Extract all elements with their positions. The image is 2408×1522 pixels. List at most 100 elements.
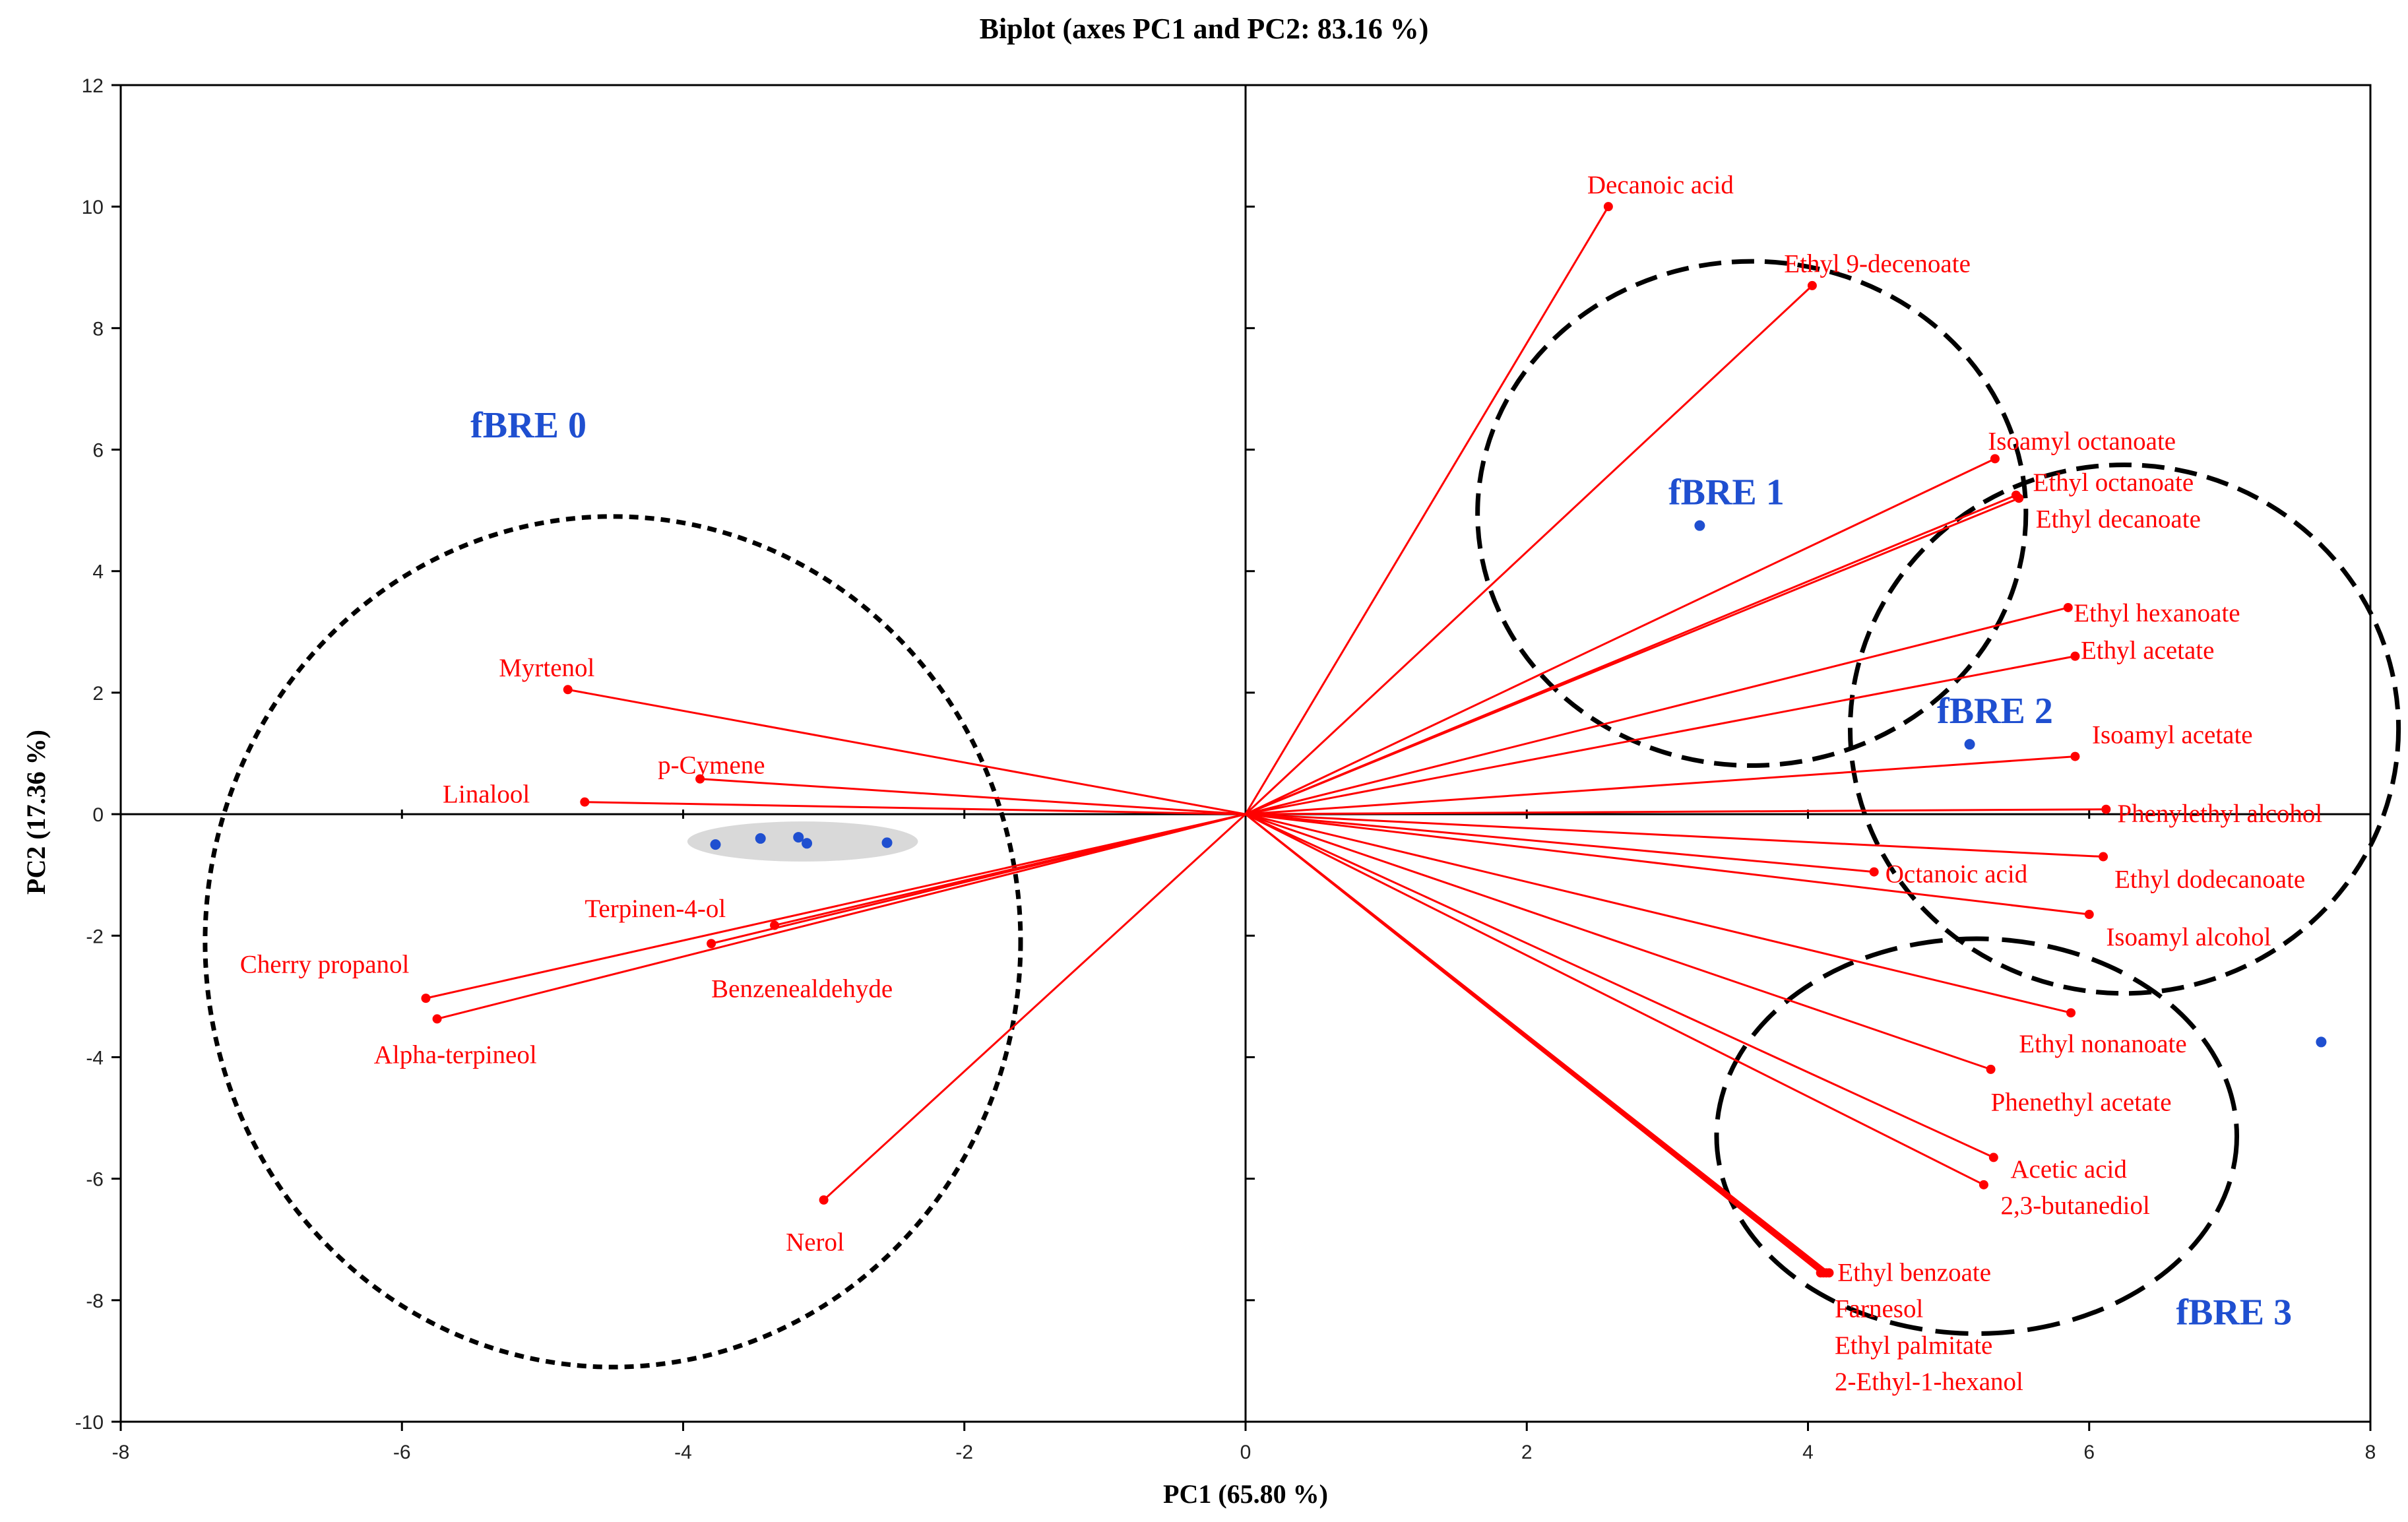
y-tick-label: 4 <box>92 561 104 583</box>
observation-point <box>881 837 893 848</box>
vector-ethyl-decanoate <box>1245 497 2019 815</box>
vector-point-isoamyl-alcohol <box>2084 910 2094 920</box>
vector-point-ethyl-hexanoate <box>2063 602 2073 612</box>
x-axis-label: PC1 (65.80 %) <box>1163 1479 1328 1509</box>
observation-point <box>802 838 813 849</box>
group-label-fbre-1: fBRE 1 <box>1668 472 1785 513</box>
vector-phenethyl-acetate <box>1245 813 1992 1071</box>
y-tick-label: 12 <box>82 75 104 97</box>
group-label-fbre-0: fBRE 0 <box>470 405 586 446</box>
vector-2-ethyl-1-hexanol <box>1245 813 1822 1274</box>
y-tick-label: -2 <box>86 926 104 947</box>
vector-point-decanoic-acid <box>1603 202 1613 212</box>
x-tick-label: 0 <box>1240 1442 1252 1463</box>
observation-point <box>2316 1036 2327 1048</box>
group-label-fbre-3: fBRE 3 <box>2176 1292 2292 1333</box>
y-tick-label: -4 <box>86 1047 104 1069</box>
vector-2-3-butanediol <box>1245 813 1984 1186</box>
y-tick-label: 6 <box>92 440 104 462</box>
vector-ethyl-9-decenoate <box>1244 284 1813 815</box>
vector-point-2-3-butanediol <box>1979 1180 1988 1189</box>
variable-label-ethyl-hexanoate: Ethyl hexanoate <box>2074 599 2240 627</box>
vector-point-myrtenol <box>563 685 573 695</box>
vector-point-ethyl-nonanoate <box>2066 1008 2076 1018</box>
x-tick-label: 6 <box>2083 1442 2095 1463</box>
vector-point-ethyl-9-decenoate <box>1807 280 1817 290</box>
vector-cherry-propanol <box>426 813 1246 999</box>
vector-point-acetic-acid <box>1988 1153 1998 1162</box>
vector-point-ethyl-decanoate <box>2014 493 2024 503</box>
vector-point-benzenealdehyde <box>707 939 716 949</box>
vector-point-ethyl-dodecanoate <box>2099 852 2108 862</box>
vector-myrtenol <box>567 688 1246 815</box>
variable-label-isoamyl-octanoate: Isoamyl octanoate <box>1988 428 2176 456</box>
x-tick-label: -4 <box>674 1442 692 1463</box>
y-axis-label: PC2 (17.36 %) <box>21 730 51 895</box>
variable-label-2-ethyl-1-hexanol: 2-Ethyl-1-hexanol <box>1835 1368 2023 1396</box>
observation-point <box>710 839 721 850</box>
variable-label-ethyl-palmitate: Ethyl palmitate <box>1835 1331 1992 1360</box>
variable-label-ethyl-decanoate: Ethyl decanoate <box>2036 505 2201 533</box>
y-tick-label: 10 <box>82 197 104 218</box>
vector-point-isoamyl-octanoate <box>1990 454 2000 464</box>
vector-ethyl-hexanoate <box>1245 606 2069 815</box>
variable-label-ethyl-benzoate: Ethyl benzoate <box>1837 1258 1991 1286</box>
y-tick-label: 2 <box>92 683 104 705</box>
variable-label-ethyl-octanoate: Ethyl octanoate <box>2033 468 2194 497</box>
vector-isoamyl-acetate <box>1245 755 2075 815</box>
vector-alpha-terpineol <box>437 813 1246 1020</box>
variable-label-isoamyl-acetate: Isoamyl acetate <box>2092 720 2253 749</box>
group-ellipse-fbre-1 <box>1475 259 2029 768</box>
observation-point <box>793 832 804 843</box>
vector-isoamyl-octanoate <box>1245 458 1996 815</box>
vector-point-isoamyl-acetate <box>2070 751 2080 761</box>
variable-label-p-cymene: p-Cymene <box>658 751 765 779</box>
vector-point-p-cymene <box>695 774 705 784</box>
variable-label-ethyl-dodecanoate: Ethyl dodecanoate <box>2114 866 2305 894</box>
vector-nerol <box>823 813 1247 1201</box>
group-ellipse-fbre-3 <box>1714 936 2240 1336</box>
y-tick-label: 0 <box>92 804 104 826</box>
vector-point-2-ethyl-1-hexanol <box>1816 1268 1825 1278</box>
variable-label-nerol: Nerol <box>786 1228 844 1256</box>
variable-label-ethyl-acetate: Ethyl acetate <box>2081 636 2214 664</box>
group-ellipse-fbre-0 <box>203 514 1023 1370</box>
variable-label-linalool: Linalool <box>443 780 530 809</box>
vector-linalool <box>585 801 1246 815</box>
x-tick-label: -2 <box>955 1442 973 1463</box>
variable-label-cherry-propanol: Cherry propanol <box>240 950 410 978</box>
variable-label-farnesol: Farnesol <box>1835 1295 1923 1323</box>
vector-point-cherry-propanol <box>421 994 431 1003</box>
variable-label-myrtenol: Myrtenol <box>499 654 594 682</box>
y-tick-label: 8 <box>92 318 104 340</box>
vector-decanoic-acid <box>1244 206 1610 815</box>
x-tick-label: 2 <box>1521 1442 1533 1463</box>
vector-acetic-acid <box>1245 813 1994 1158</box>
y-tick-label: -8 <box>86 1290 104 1312</box>
variable-label-octanoic-acid: Octanoic acid <box>1885 860 2028 888</box>
variable-label-ethyl-nonanoate: Ethyl nonanoate <box>2019 1030 2187 1058</box>
variable-label-alpha-terpineol: Alpha-terpineol <box>374 1041 537 1069</box>
vector-point-nerol <box>819 1195 829 1205</box>
vector-isoamyl-alcohol <box>1245 813 2089 916</box>
observation-point <box>1694 520 1705 531</box>
y-tick-label: -10 <box>75 1412 104 1434</box>
variable-label-decanoic-acid: Decanoic acid <box>1587 171 1734 199</box>
variable-label-acetic-acid: Acetic acid <box>2010 1155 2127 1184</box>
x-tick-label: 8 <box>2365 1442 2376 1463</box>
vector-point-octanoic-acid <box>1869 867 1879 877</box>
group-label-fbre-2: fBRE 2 <box>1937 691 2053 732</box>
vector-ethyl-acetate <box>1245 655 2075 815</box>
vector-point-linalool <box>580 797 590 807</box>
group-ellipse-fbre-2 <box>1847 462 2401 996</box>
x-tick-label: -8 <box>112 1442 130 1463</box>
vector-point-ethyl-acetate <box>2070 651 2080 661</box>
variable-label-benzenealdehyde: Benzenealdehyde <box>711 974 893 1003</box>
y-tick-label: -6 <box>86 1169 104 1191</box>
vector-octanoic-acid <box>1245 813 1874 873</box>
vector-ethyl-dodecanoate <box>1245 813 2104 858</box>
vector-ethyl-nonanoate <box>1245 813 2072 1014</box>
x-tick-label: -6 <box>393 1442 411 1463</box>
variable-label-2-3-butanediol: 2,3-butanediol <box>2000 1191 2150 1220</box>
